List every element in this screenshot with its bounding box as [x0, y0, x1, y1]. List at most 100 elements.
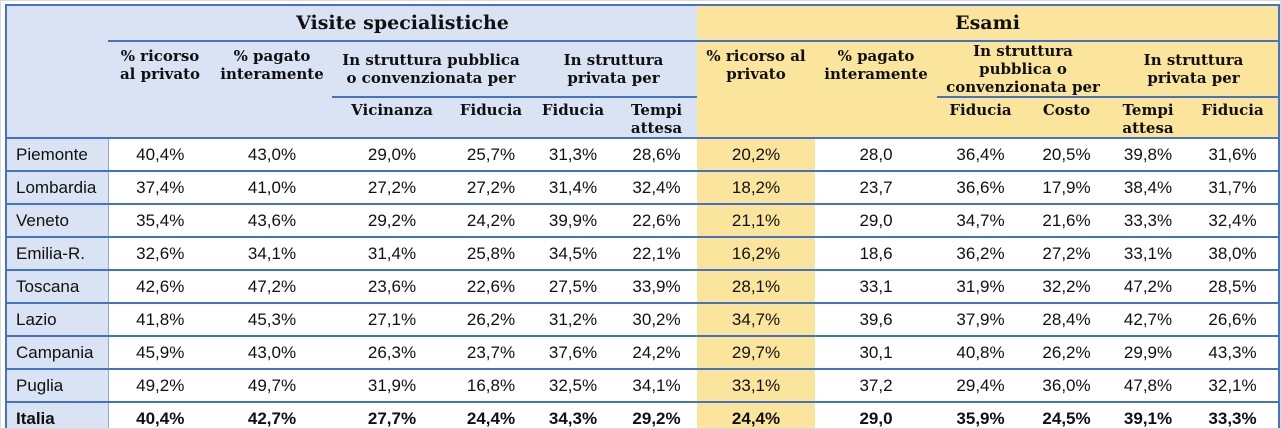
- esami-value-cell: 28,1%: [697, 269, 816, 303]
- visite-value-cell: 27,7%: [332, 401, 452, 428]
- visite-value-cell: 43,0%: [212, 335, 332, 369]
- subcol-esami-tempi-attesa: Tempi attesa: [1109, 97, 1188, 138]
- visite-value-cell: 34,1%: [616, 368, 698, 402]
- col-esami-pagato-interamente: % pagato interamente: [815, 41, 938, 138]
- esami-value-cell: 26,6%: [1187, 302, 1280, 336]
- col-visite-ricorso-privato: % ricorso al privato: [108, 41, 212, 138]
- table-row: Veneto 35,4% 43,6% 29,2% 24,2% 39,9% 22,6% 21,1…: [6, 203, 1280, 237]
- visite-value-cell: 49,2%: [108, 368, 212, 402]
- esami-value-cell: 36,2%: [937, 236, 1025, 270]
- visite-value-cell: 35,4%: [108, 203, 212, 237]
- region-name-cell: Emilia-R.: [6, 236, 109, 270]
- subcol-visite-vicinanza: Vicinanza: [332, 97, 452, 138]
- esami-value-cell: 33,1%: [697, 368, 816, 402]
- region-name-cell: Campania: [6, 335, 109, 369]
- visite-value-cell: 45,3%: [212, 302, 332, 336]
- visite-value-cell: 31,4%: [530, 170, 616, 204]
- esami-value-cell: 47,2%: [1109, 269, 1188, 303]
- table-row: Puglia 49,2% 49,7% 31,9% 16,8% 32,5% 34,1% 33,1…: [6, 368, 1280, 402]
- region-name-cell: Piemonte: [6, 137, 109, 171]
- visite-value-cell: 25,8%: [452, 236, 530, 270]
- esami-value-cell: 43,3%: [1187, 335, 1280, 369]
- region-name-cell: Lazio: [6, 302, 109, 336]
- visite-value-cell: 28,6%: [616, 137, 698, 171]
- visite-value-cell: 22,6%: [616, 203, 698, 237]
- visite-value-cell: 31,4%: [332, 236, 452, 270]
- section-title-visite: Visite specialistiche: [108, 5, 698, 42]
- visite-value-cell: 26,2%: [452, 302, 530, 336]
- visite-value-cell: 24,2%: [616, 335, 698, 369]
- visite-value-cell: 34,1%: [212, 236, 332, 270]
- table-body: Piemonte 40,4% 43,0% 29,0% 25,7% 31,3% 28,6% 20…: [6, 137, 1280, 428]
- visite-value-cell: 43,6%: [212, 203, 332, 237]
- header-row-sections: Visite specialistiche Esami: [6, 5, 1280, 138]
- esami-value-cell: 38,4%: [1109, 170, 1188, 204]
- visite-value-cell: 32,6%: [108, 236, 212, 270]
- esami-value-cell: 26,2%: [1024, 335, 1110, 369]
- region-name-cell: Puglia: [6, 368, 109, 402]
- visite-value-cell: 24,2%: [452, 203, 530, 237]
- table-row: Toscana 42,6% 47,2% 23,6% 22,6% 27,5% 33,9% 28,…: [6, 269, 1280, 303]
- esami-value-cell: 18,2%: [697, 170, 816, 204]
- table-row: Lazio 41,8% 45,3% 27,1% 26,2% 31,2% 30,2% 34,7%…: [6, 302, 1280, 336]
- col-visite-pagato-interamente: % pagato interamente: [212, 41, 332, 138]
- esami-value-cell: 33,1%: [1109, 236, 1188, 270]
- table-header: Visite specialistiche Esami % ricorso al…: [6, 5, 1280, 138]
- visite-value-cell: 37,6%: [530, 335, 616, 369]
- visite-value-cell: 32,4%: [616, 170, 698, 204]
- visite-value-cell: 34,3%: [530, 401, 616, 428]
- visite-value-cell: 23,6%: [332, 269, 452, 303]
- esami-value-cell: 18,6: [815, 236, 938, 270]
- visite-value-cell: 29,2%: [616, 401, 698, 428]
- esami-value-cell: 29,0: [815, 401, 938, 428]
- visite-value-cell: 31,2%: [530, 302, 616, 336]
- esami-value-cell: 20,2%: [697, 137, 816, 171]
- esami-value-cell: 32,4%: [1187, 203, 1280, 237]
- esami-value-cell: 21,1%: [697, 203, 816, 237]
- header-row-groups: % ricorso al privato % pagato interament…: [6, 41, 1280, 138]
- esami-value-cell: 33,3%: [1109, 203, 1188, 237]
- table-row: Campania 45,9% 43,0% 26,3% 23,7% 37,6% 24,2% 29…: [6, 335, 1280, 369]
- visite-value-cell: 40,4%: [108, 401, 212, 428]
- visite-value-cell: 27,1%: [332, 302, 452, 336]
- visite-value-cell: 29,0%: [332, 137, 452, 171]
- subcol-esami-costo: Costo: [1024, 97, 1110, 138]
- esami-value-cell: 20,5%: [1024, 137, 1110, 171]
- visite-value-cell: 23,7%: [452, 335, 530, 369]
- visite-value-cell: 43,0%: [212, 137, 332, 171]
- esami-value-cell: 39,8%: [1109, 137, 1188, 171]
- group-esami-struttura-privata: In struttura privata per: [1109, 41, 1280, 98]
- esami-value-cell: 29,0: [815, 203, 938, 237]
- group-visite-struttura-privata: In struttura privata per: [530, 41, 698, 98]
- region-name-cell: Veneto: [6, 203, 109, 237]
- esami-value-cell: 35,9%: [937, 401, 1025, 428]
- esami-value-cell: 29,9%: [1109, 335, 1188, 369]
- esami-value-cell: 28,4%: [1024, 302, 1110, 336]
- visite-value-cell: 32,5%: [530, 368, 616, 402]
- esami-value-cell: 27,2%: [1024, 236, 1110, 270]
- esami-value-cell: 39,6: [815, 302, 938, 336]
- visite-value-cell: 40,4%: [108, 137, 212, 171]
- visite-value-cell: 42,6%: [108, 269, 212, 303]
- esami-value-cell: 36,6%: [937, 170, 1025, 204]
- esami-value-cell: 31,9%: [937, 269, 1025, 303]
- esami-value-cell: 24,4%: [697, 401, 816, 428]
- visite-value-cell: 31,9%: [332, 368, 452, 402]
- esami-value-cell: 36,0%: [1024, 368, 1110, 402]
- visite-value-cell: 29,2%: [332, 203, 452, 237]
- esami-value-cell: 39,1%: [1109, 401, 1188, 428]
- esami-value-cell: 24,5%: [1024, 401, 1110, 428]
- esami-value-cell: 29,4%: [937, 368, 1025, 402]
- esami-value-cell: 31,6%: [1187, 137, 1280, 171]
- esami-value-cell: 21,6%: [1024, 203, 1110, 237]
- esami-value-cell: 31,7%: [1187, 170, 1280, 204]
- visite-value-cell: 41,8%: [108, 302, 212, 336]
- visite-value-cell: 24,4%: [452, 401, 530, 428]
- esami-value-cell: 28,0: [815, 137, 938, 171]
- esami-value-cell: 34,7%: [937, 203, 1025, 237]
- visite-value-cell: 33,9%: [616, 269, 698, 303]
- visite-value-cell: 39,9%: [530, 203, 616, 237]
- subcol-esami-fiducia-privata: Fiducia: [1187, 97, 1280, 138]
- visite-value-cell: 22,1%: [616, 236, 698, 270]
